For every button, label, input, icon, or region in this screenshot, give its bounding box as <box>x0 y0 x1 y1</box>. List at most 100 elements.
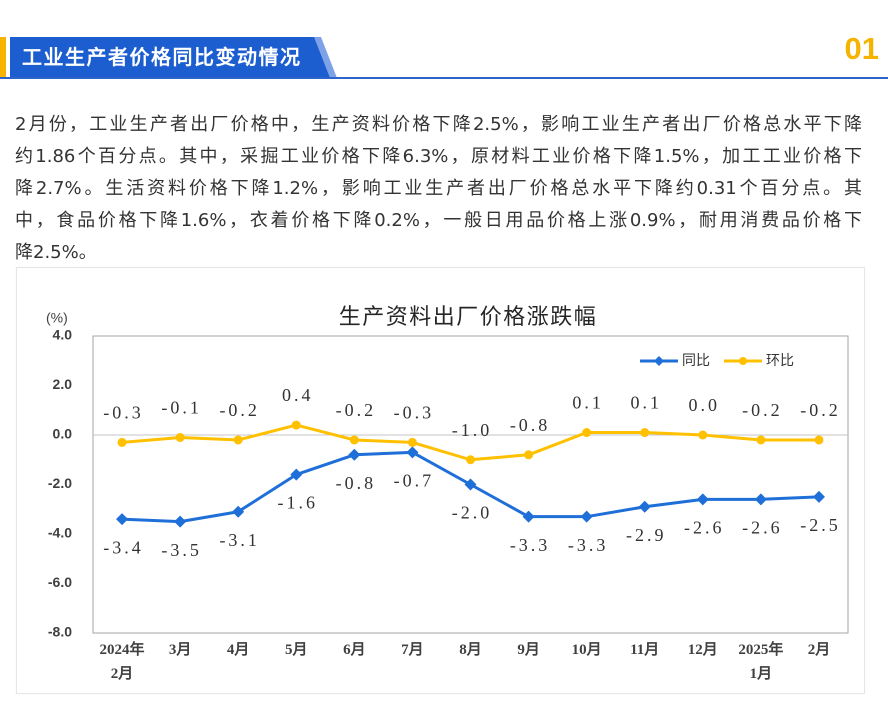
data-point-marker <box>524 450 534 460</box>
data-point-marker <box>349 435 359 445</box>
y-axis-unit: (%) <box>46 310 68 326</box>
data-label: -2.6 <box>684 517 725 537</box>
data-label: -3.5 <box>161 540 202 560</box>
data-point-marker <box>698 430 708 440</box>
chart-title: 生产资料出厂价格涨跌幅 <box>339 305 598 330</box>
series-2: -0.3 -0.1 -0.2 0.4 -0.2 -0.3 -1.0 -0.8 0.1 0.1 0.0… <box>103 385 841 465</box>
x-tick-label-line: 8月 <box>459 641 482 658</box>
legend-marker <box>739 357 747 365</box>
x-tick-label: 6月 <box>343 641 366 658</box>
legend-label: 同比 <box>682 353 710 369</box>
data-point-marker <box>175 432 185 442</box>
x-tick-label-line: 2025年 <box>738 640 783 658</box>
x-tick-label: 2025年 1月 <box>738 640 783 682</box>
data-label: -0.2 <box>742 400 783 420</box>
data-label: -1.0 <box>452 420 493 440</box>
data-label: -2.9 <box>626 525 667 545</box>
body-line: 中，食品价格下降1.6%，衣着价格下降0.2%，一般日用品价格上涨0.9%，耐用… <box>15 210 862 231</box>
y-tick-label: -6.0 <box>48 574 72 590</box>
data-label: -1.6 <box>278 493 319 513</box>
data-point-marker <box>756 435 766 445</box>
data-point-marker <box>638 500 651 513</box>
header-divider <box>0 77 888 79</box>
data-label: -3.4 <box>103 537 144 557</box>
data-label: 0.0 <box>689 395 721 415</box>
x-tick-label: 5月 <box>285 641 308 658</box>
x-tick-label: 9月 <box>517 641 540 658</box>
legend-label: 环比 <box>766 353 794 369</box>
data-label: -0.3 <box>394 403 435 423</box>
x-tick-label-line: 2024年 <box>100 640 145 658</box>
y-tick-label: -2.0 <box>48 475 72 491</box>
banner-fill <box>10 37 330 78</box>
y-tick-label: 4.0 <box>53 327 73 343</box>
x-tick-label: 3月 <box>169 641 192 658</box>
data-point-marker <box>814 435 824 445</box>
chart-container: 生产资料出厂价格涨跌幅 (%) 4.0 2.0 0.0 -2.0 -4.0 -6.0 -8.… <box>17 268 864 693</box>
data-label: -0.2 <box>336 400 377 420</box>
body-line: 约1.86个百分点。其中，采掘工业价格下降6.3%，原材料工业价格下降1.5%，… <box>15 146 862 167</box>
data-point-marker <box>640 428 650 438</box>
plot-area-frame <box>92 335 849 634</box>
data-label: -3.3 <box>510 535 551 555</box>
y-tick-label: 0.0 <box>53 426 73 442</box>
x-tick-label: 11月 <box>630 641 659 658</box>
data-label: -3.3 <box>568 535 609 555</box>
y-axis-ticks: 4.0 2.0 0.0 -2.0 -4.0 -6.0 -8.0 <box>48 327 72 640</box>
x-tick-label-line: 4月 <box>227 641 250 658</box>
data-label: -0.8 <box>336 473 377 493</box>
title-banner-shape <box>10 37 337 78</box>
data-point-marker <box>291 420 301 430</box>
data-label: -0.7 <box>394 470 435 490</box>
data-label: 0.1 <box>572 393 604 413</box>
body-line: 降2.7%。生活资料价格下降1.2%，影响工业生产者出厂价格总水平下降约0.31… <box>15 178 862 199</box>
x-tick-label-line: 1月 <box>750 665 773 682</box>
data-point-marker <box>116 513 129 526</box>
data-label: -0.8 <box>510 415 551 435</box>
x-tick-label-line: 12月 <box>688 641 718 658</box>
header-accent-bar <box>0 37 6 78</box>
x-tick-label: 2月 <box>808 641 831 658</box>
x-axis-labels: 2024年 2月 3月 4月 5月 6月 7月 8月 9月 10月 11月 12月 2025年 1月 2月 <box>100 640 831 682</box>
x-tick-label-line: 6月 <box>343 641 366 658</box>
series-1: -3.4 -3.5 -3.1 -1.6 -0.8 -0.7 -2.0 -3.3 -3.3 -2.9… <box>103 446 838 560</box>
data-label: 0.4 <box>282 385 314 405</box>
y-tick-label: -8.0 <box>48 624 72 640</box>
x-tick-label-line: 7月 <box>401 641 424 658</box>
data-point-marker <box>582 428 592 438</box>
y-tick-label: 2.0 <box>53 376 73 392</box>
data-label: -0.1 <box>161 398 202 418</box>
data-label: -0.2 <box>219 400 260 420</box>
data-point-marker <box>233 435 243 445</box>
body-paragraph: 2月份，工业生产者出厂价格中，生产资料价格下降2.5%，影响工业生产者出厂价格总… <box>15 109 862 269</box>
data-point-marker <box>580 510 593 523</box>
x-tick-label: 8月 <box>459 641 482 658</box>
x-tick-label: 2024年 2月 <box>100 640 145 682</box>
chart-legend: 同比 环比 <box>640 353 794 369</box>
legend-marker <box>654 356 664 366</box>
data-label: -2.0 <box>452 503 493 523</box>
data-point-marker <box>466 455 475 465</box>
price-change-line-chart: 生产资料出厂价格涨跌幅 (%) 4.0 2.0 0.0 -2.0 -4.0 -6.0 -8.… <box>46 305 849 682</box>
data-label: 0.1 <box>630 393 662 413</box>
data-label: -2.6 <box>742 517 783 537</box>
data-point-marker <box>696 493 709 506</box>
data-point-marker <box>754 493 767 506</box>
data-point-marker <box>290 468 303 481</box>
x-tick-label: 4月 <box>227 641 250 658</box>
x-tick-label: 7月 <box>401 641 424 658</box>
x-tick-label-line: 10月 <box>572 641 602 658</box>
data-point-marker <box>117 437 127 447</box>
data-label: -0.2 <box>800 400 841 420</box>
data-point-marker <box>406 446 419 459</box>
x-tick-label-line: 11月 <box>630 641 659 658</box>
body-line: 2月份，工业生产者出厂价格中，生产资料价格下降2.5%，影响工业生产者出厂价格总… <box>15 114 862 135</box>
y-tick-label: -4.0 <box>48 525 72 541</box>
body-line: 降2.5%。 <box>15 242 97 263</box>
x-tick-label: 12月 <box>688 641 718 658</box>
section-title: 工业生产者价格同比变动情况 <box>22 45 302 69</box>
x-tick-label-line: 5月 <box>285 641 308 658</box>
data-point-marker <box>232 505 245 518</box>
data-point-marker <box>174 515 187 528</box>
